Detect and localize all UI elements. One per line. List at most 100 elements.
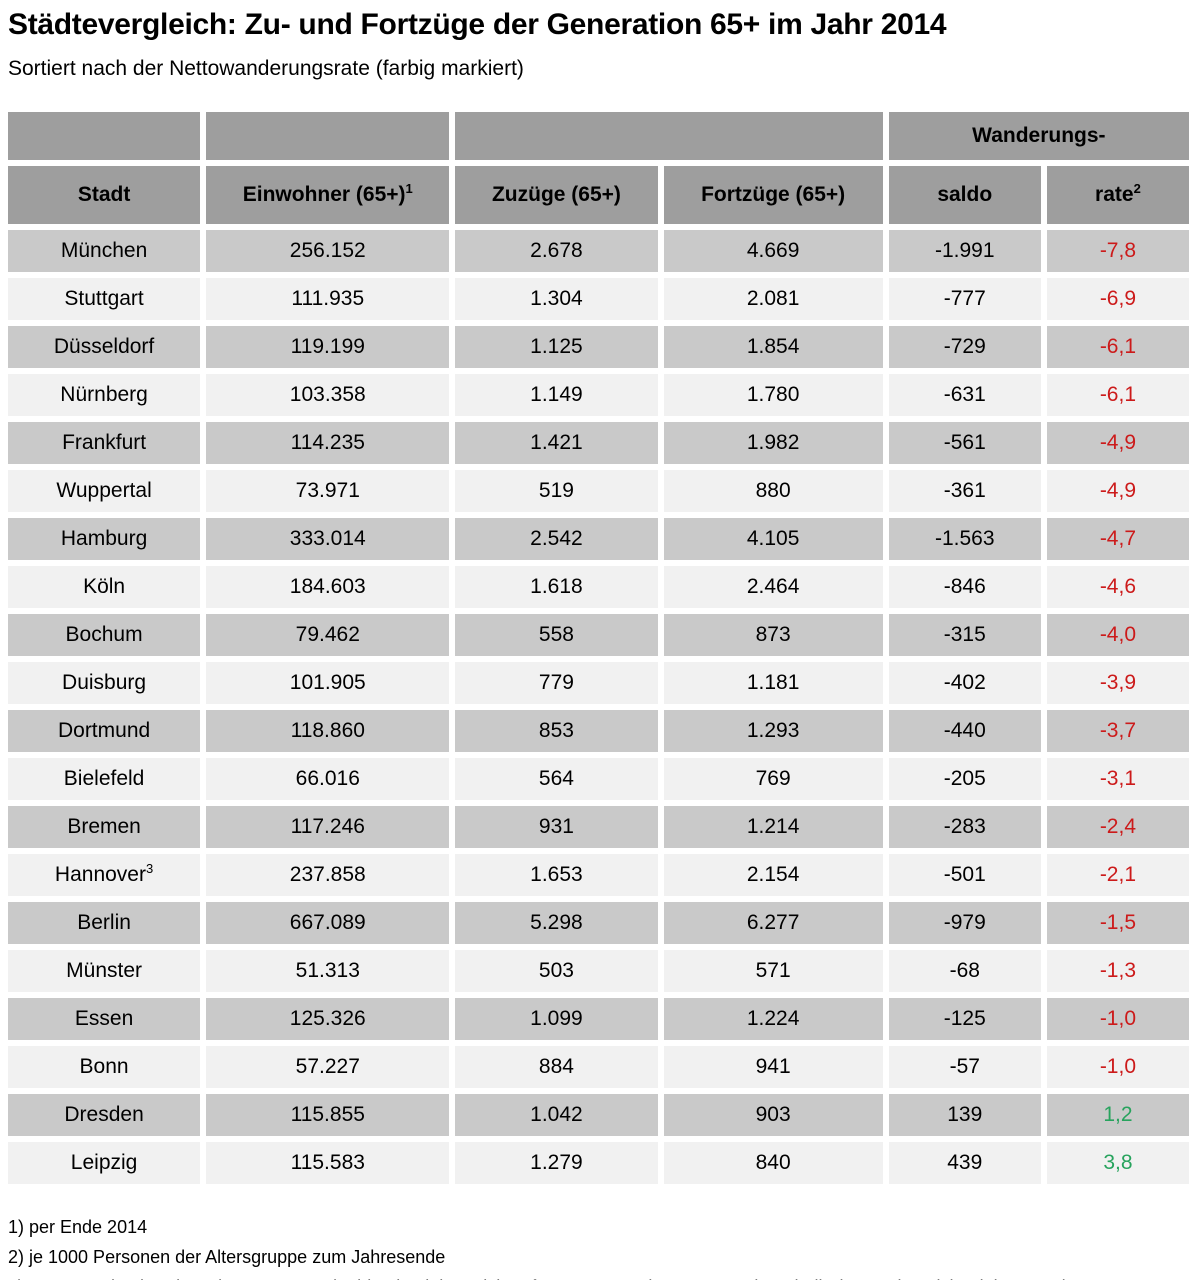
col-header-stadt: Stadt bbox=[8, 166, 201, 224]
fortzuege-cell: 880 bbox=[663, 470, 883, 512]
city-cell: Nürnberg bbox=[8, 374, 201, 416]
fortzuege-cell: 1.982 bbox=[663, 422, 883, 464]
fortzuege-cell: 6.277 bbox=[663, 902, 883, 944]
table-row: Bonn 57.227 884 941 -57 -1,0 bbox=[8, 1046, 1189, 1088]
footnotes: 1) per Ende 2014 2) je 1000 Personen der… bbox=[8, 1212, 1197, 1280]
table-row: Stuttgart 111.935 1.304 2.081 -777 -6,9 bbox=[8, 278, 1189, 320]
einwohner-cell: 101.905 bbox=[206, 662, 450, 704]
table-row: Hannover3 237.858 1.653 2.154 -501 -2,1 bbox=[8, 854, 1189, 896]
zuzuege-cell: 2.678 bbox=[455, 230, 658, 272]
saldo-cell: -979 bbox=[888, 902, 1041, 944]
table-row: Bielefeld 66.016 564 769 -205 -3,1 bbox=[8, 758, 1189, 800]
zuzuege-cell: 558 bbox=[455, 614, 658, 656]
fortzuege-cell: 1.181 bbox=[663, 662, 883, 704]
einwohner-cell: 119.199 bbox=[206, 326, 450, 368]
saldo-cell: -846 bbox=[888, 566, 1041, 608]
fortzuege-cell: 571 bbox=[663, 950, 883, 992]
footnote-1: 1) per Ende 2014 bbox=[8, 1217, 148, 1237]
einwohner-cell: 667.089 bbox=[206, 902, 450, 944]
einwohner-cell: 333.014 bbox=[206, 518, 450, 560]
saldo-cell: -1.991 bbox=[888, 230, 1041, 272]
footnote-2: 2) je 1000 Personen der Altersgruppe zum… bbox=[8, 1247, 446, 1267]
rate-cell: -4,9 bbox=[1046, 470, 1189, 512]
city-cell: Düsseldorf bbox=[8, 326, 201, 368]
rate-cell: -1,5 bbox=[1046, 902, 1189, 944]
saldo-cell: -361 bbox=[888, 470, 1041, 512]
einwohner-cell: 125.326 bbox=[206, 998, 450, 1040]
saldo-cell: 139 bbox=[888, 1094, 1041, 1136]
rate-cell: 3,8 bbox=[1046, 1142, 1189, 1184]
saldo-cell: -561 bbox=[888, 422, 1041, 464]
zuzuege-cell: 853 bbox=[455, 710, 658, 752]
einwohner-cell: 73.971 bbox=[206, 470, 450, 512]
city-cell: Frankfurt bbox=[8, 422, 201, 464]
einwohner-cell: 111.935 bbox=[206, 278, 450, 320]
city-cell: Hannover3 bbox=[8, 854, 201, 896]
zuzuege-cell: 564 bbox=[455, 758, 658, 800]
col-header-einwohner: Einwohner (65+)1 bbox=[206, 166, 450, 224]
fortzuege-cell: 1.854 bbox=[663, 326, 883, 368]
einwohner-cell: 237.858 bbox=[206, 854, 450, 896]
table-row: Dresden 115.855 1.042 903 139 1,2 bbox=[8, 1094, 1189, 1136]
einwohner-cell: 117.246 bbox=[206, 806, 450, 848]
zuzuege-cell: 5.298 bbox=[455, 902, 658, 944]
city-cell: München bbox=[8, 230, 201, 272]
einwohner-cell: 118.860 bbox=[206, 710, 450, 752]
table-row: Münster 51.313 503 571 -68 -1,3 bbox=[8, 950, 1189, 992]
zuzuege-cell: 2.542 bbox=[455, 518, 658, 560]
city-cell: Essen bbox=[8, 998, 201, 1040]
saldo-cell: -777 bbox=[888, 278, 1041, 320]
header-spacer-zuzuege-fortzuege bbox=[455, 112, 883, 160]
zuzuege-cell: 1.042 bbox=[455, 1094, 658, 1136]
rate-cell: -7,8 bbox=[1046, 230, 1189, 272]
city-cell: Berlin bbox=[8, 902, 201, 944]
zuzuege-cell: 503 bbox=[455, 950, 658, 992]
saldo-cell: -1.563 bbox=[888, 518, 1041, 560]
rate-cell: -6,1 bbox=[1046, 374, 1189, 416]
fortzuege-cell: 4.105 bbox=[663, 518, 883, 560]
zuzuege-cell: 1.125 bbox=[455, 326, 658, 368]
einwohner-cell: 79.462 bbox=[206, 614, 450, 656]
fortzuege-cell: 1.780 bbox=[663, 374, 883, 416]
col-header-saldo: saldo bbox=[888, 166, 1041, 224]
saldo-cell: -68 bbox=[888, 950, 1041, 992]
footnote-ref-2: 2 bbox=[1133, 181, 1141, 196]
page-title: Städtevergleich: Zu- und Fortzüge der Ge… bbox=[8, 8, 947, 41]
table-row: Frankfurt 114.235 1.421 1.982 -561 -4,9 bbox=[8, 422, 1189, 464]
rate-cell: -4,0 bbox=[1046, 614, 1189, 656]
header-group-wanderungs: Wanderungs- bbox=[888, 112, 1189, 160]
footnote-ref-1: 1 bbox=[405, 181, 413, 196]
header-group-row: Wanderungs- bbox=[8, 112, 1189, 160]
zuzuege-cell: 1.618 bbox=[455, 566, 658, 608]
einwohner-cell: 114.235 bbox=[206, 422, 450, 464]
rate-cell: -6,9 bbox=[1046, 278, 1189, 320]
table-row: Duisburg 101.905 779 1.181 -402 -3,9 bbox=[8, 662, 1189, 704]
city-cell: Dresden bbox=[8, 1094, 201, 1136]
city-comparison-table: Wanderungs- Stadt Einwohner (65+)1 Zuzüg… bbox=[2, 106, 1195, 1190]
zuzuege-cell: 519 bbox=[455, 470, 658, 512]
fortzuege-cell: 2.464 bbox=[663, 566, 883, 608]
einwohner-cell: 57.227 bbox=[206, 1046, 450, 1088]
saldo-cell: -631 bbox=[888, 374, 1041, 416]
einwohner-cell: 103.358 bbox=[206, 374, 450, 416]
table-row: Essen 125.326 1.099 1.224 -125 -1,0 bbox=[8, 998, 1189, 1040]
zuzuege-cell: 1.653 bbox=[455, 854, 658, 896]
fortzuege-cell: 2.081 bbox=[663, 278, 883, 320]
fortzuege-cell: 2.154 bbox=[663, 854, 883, 896]
rate-cell: -2,4 bbox=[1046, 806, 1189, 848]
einwohner-cell: 184.603 bbox=[206, 566, 450, 608]
zuzuege-cell: 1.149 bbox=[455, 374, 658, 416]
zuzuege-cell: 779 bbox=[455, 662, 658, 704]
city-cell: Bremen bbox=[8, 806, 201, 848]
saldo-cell: -729 bbox=[888, 326, 1041, 368]
saldo-cell: -125 bbox=[888, 998, 1041, 1040]
footnote-3: 3) Kommunalverband Region Hannover (Zahl… bbox=[8, 1272, 1197, 1280]
col-header-fortzuege: Fortzüge (65+) bbox=[663, 166, 883, 224]
city-cell: Dortmund bbox=[8, 710, 201, 752]
rate-cell: -4,6 bbox=[1046, 566, 1189, 608]
fortzuege-cell: 769 bbox=[663, 758, 883, 800]
zuzuege-cell: 884 bbox=[455, 1046, 658, 1088]
fortzuege-cell: 1.293 bbox=[663, 710, 883, 752]
header-spacer-einwohner bbox=[206, 112, 450, 160]
